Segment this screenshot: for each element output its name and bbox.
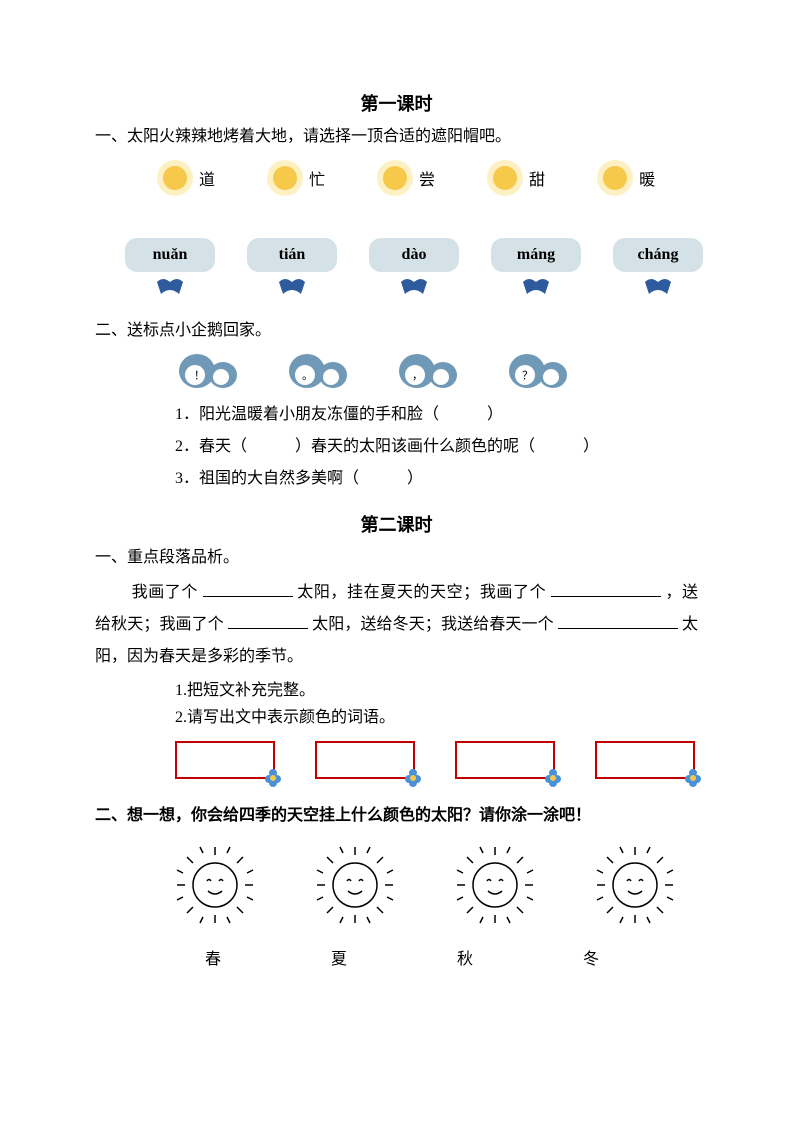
cloud-bg: tián <box>247 238 337 272</box>
penguin-icon-2: ， <box>395 349 465 389</box>
outline-sun-row <box>95 845 698 925</box>
l1-q1-prompt: 一、太阳火辣辣地烤着大地，请选择一顶合适的遮阳帽吧。 <box>95 124 698 150</box>
l1-q2-prompt: 二、送标点小企鹅回家。 <box>95 318 698 344</box>
para-p3: ，送 <box>665 584 698 601</box>
flower-icon <box>403 767 423 787</box>
blank-2[interactable] <box>551 580 661 597</box>
svg-text:，: ， <box>412 370 423 382</box>
char-label: 暖 <box>639 166 655 190</box>
sentence-list: 1．阳光温暖着小朋友冻僵的手和脸（ ） 2．春天（ ）春天的太阳该画什么颜色的呢… <box>95 399 698 495</box>
sentence-3: 3．祖国的大自然多美啊（ ） <box>175 463 698 495</box>
sun-item-1: 忙 <box>265 158 325 198</box>
season-1: 夏 <box>331 945 347 969</box>
char-label: 甜 <box>529 166 545 190</box>
penguin-icon-3: ？ <box>505 349 575 389</box>
season-0: 春 <box>205 945 221 969</box>
blank-1[interactable] <box>203 580 293 597</box>
sun-item-3: 甜 <box>485 158 545 198</box>
char-label: 道 <box>199 166 215 190</box>
sun-item-4: 暖 <box>595 158 655 198</box>
penguin-row: ！ 。 ， ？ <box>95 349 698 389</box>
l2-q1-prompt: 一、重点段落品析。 <box>95 545 698 571</box>
char-label: 忙 <box>309 166 325 190</box>
worksheet-page: 第一课时 一、太阳火辣辣地烤着大地，请选择一顶合适的遮阳帽吧。 道 忙 尝 甜 … <box>0 0 793 1009</box>
blank-4[interactable] <box>558 612 678 629</box>
season-3: 冬 <box>583 945 599 969</box>
penguin-icon-0: ！ <box>175 349 245 389</box>
color-box-2[interactable] <box>455 741 555 779</box>
sun-icon <box>595 158 635 198</box>
bow-icon <box>523 276 549 296</box>
para-p5: 太阳，送给冬天；我送给春天一个 <box>312 616 554 633</box>
outline-sun-icon-3[interactable] <box>595 845 675 925</box>
fill-paragraph: 我画了个 太阳，挂在夏天的天空；我画了个 ，送 给秋天；我画了个 太阳，送给冬天… <box>95 577 698 673</box>
sun-char-row: 道 忙 尝 甜 暖 <box>95 158 698 198</box>
season-2: 秋 <box>457 945 473 969</box>
pinyin-row: nuǎn tián dào máng cháng <box>95 238 698 288</box>
sun-item-2: 尝 <box>375 158 435 198</box>
bow-icon <box>645 276 671 296</box>
color-box-1[interactable] <box>315 741 415 779</box>
svg-text:？: ？ <box>522 370 533 382</box>
flower-icon <box>683 767 703 787</box>
sub-tasks: 1.把短文补充完整。 2.请写出文中表示颜色的词语。 <box>95 677 698 731</box>
sun-icon <box>155 158 195 198</box>
bow-icon <box>401 276 427 296</box>
color-box-0[interactable] <box>175 741 275 779</box>
sentence-1: 1．阳光温暖着小朋友冻僵的手和脸（ ） <box>175 399 698 431</box>
sun-icon <box>265 158 305 198</box>
penguin-icon-1: 。 <box>285 349 355 389</box>
flower-icon <box>263 767 283 787</box>
para-p6: 太 <box>682 616 698 633</box>
para-p7: 阳，因为春天是多彩的季节。 <box>95 648 303 665</box>
svg-text:！: ！ <box>194 370 205 382</box>
outline-sun-icon-1[interactable] <box>315 845 395 925</box>
bow-icon <box>157 276 183 296</box>
blank-3[interactable] <box>228 612 308 629</box>
outline-sun-icon-2[interactable] <box>455 845 535 925</box>
pinyin-cloud-2: dào <box>369 238 459 288</box>
cloud-bg: cháng <box>613 238 703 272</box>
sun-item-0: 道 <box>155 158 215 198</box>
para-p2: 太阳，挂在夏天的天空；我画了个 <box>297 584 546 601</box>
task-1: 1.把短文补充完整。 <box>175 677 698 704</box>
sentence-2: 2．春天（ ）春天的太阳该画什么颜色的呢（ ） <box>175 431 698 463</box>
cloud-bg: nuǎn <box>125 238 215 272</box>
color-box-3[interactable] <box>595 741 695 779</box>
pinyin-cloud-4: cháng <box>613 238 703 288</box>
season-row: 春 夏 秋 冬 <box>95 945 698 969</box>
l2-q2-prompt: 二、想一想，你会给四季的天空挂上什么颜色的太阳？请你涂一涂吧！ <box>95 803 698 829</box>
color-box-row <box>95 741 698 779</box>
pinyin-cloud-0: nuǎn <box>125 238 215 288</box>
outline-sun-icon-0[interactable] <box>175 845 255 925</box>
cloud-bg: dào <box>369 238 459 272</box>
sun-icon <box>375 158 415 198</box>
cloud-bg: máng <box>491 238 581 272</box>
lesson1-title: 第一课时 <box>95 90 698 116</box>
pinyin-cloud-1: tián <box>247 238 337 288</box>
flower-icon <box>543 767 563 787</box>
para-p1: 我画了个 <box>132 584 198 601</box>
pinyin-cloud-3: máng <box>491 238 581 288</box>
char-label: 尝 <box>419 166 435 190</box>
bow-icon <box>279 276 305 296</box>
para-p4: 给秋天；我画了个 <box>95 616 224 633</box>
task-2: 2.请写出文中表示颜色的词语。 <box>175 704 698 731</box>
lesson2-title: 第二课时 <box>95 511 698 537</box>
sun-icon <box>485 158 525 198</box>
svg-text:。: 。 <box>302 370 313 382</box>
